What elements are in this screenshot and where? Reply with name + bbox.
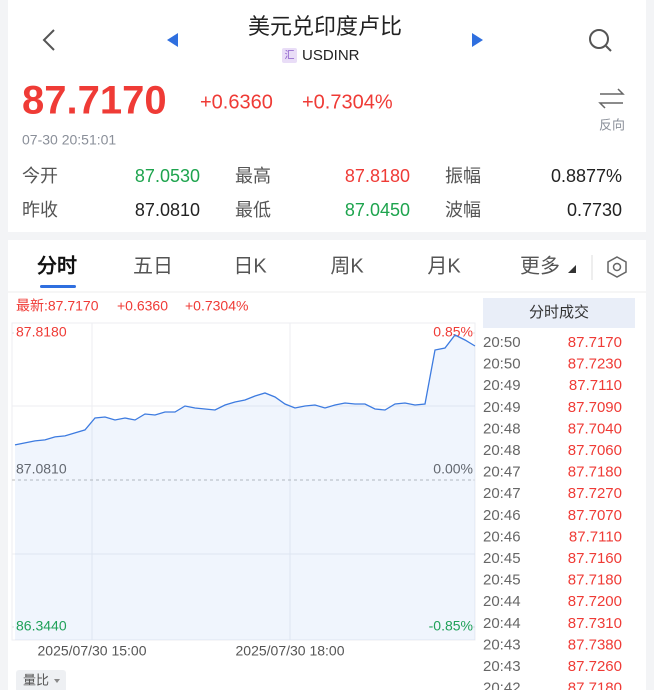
more-caret [568,265,576,273]
trade-time: 20:50 [483,356,521,373]
y-tick-label: 87.8180 [16,324,67,340]
trade-price: 87.7260 [568,658,622,675]
swap-button[interactable]: 反向 [598,88,625,132]
badge: 汇 [285,49,295,62]
stat-value: 87.0810 [135,200,200,220]
trade-time: 20:47 [483,464,521,481]
chart-info: 最新:87.7170 [16,298,99,314]
trade-price: 87.7110 [569,528,622,545]
stat-value: 87.8180 [345,166,410,186]
volume-label: 量比 [23,672,49,687]
trade-time: 20:43 [483,636,521,653]
prev-button[interactable] [167,33,178,47]
stat-value: 0.7730 [567,200,622,220]
trade-time: 20:50 [483,334,521,351]
stat-label: 振幅 [445,166,481,186]
change: +0.6360 [200,91,273,113]
back-button[interactable] [42,29,55,51]
trade-time: 20:49 [483,399,521,416]
x-label: 2025/07/30 15:00 [38,643,147,659]
stat-value: 0.8877% [551,166,622,186]
search-button[interactable] [589,29,612,52]
trades-header [483,298,635,328]
y-tick-label: 87.0810 [16,461,67,477]
tab[interactable]: 分时 [37,254,77,277]
trade-price: 87.7270 [568,485,622,502]
stat-label: 波幅 [445,200,481,220]
chart-info: +0.6360 [117,298,168,314]
stat-label: 最高 [235,166,271,186]
trade-time: 20:49 [483,377,521,394]
trades-title: 分时成交 [529,303,589,321]
swap-label: 反向 [599,117,625,132]
trade-price: 87.7180 [568,572,622,589]
stat-label: 最低 [235,200,271,220]
tab[interactable]: 月K [427,255,461,277]
line-area [15,335,475,640]
trade-time: 20:46 [483,528,521,545]
x-label: 2025/07/30 18:00 [236,643,345,659]
trade-time: 20:44 [483,593,521,610]
trade-price: 87.7090 [568,399,622,416]
price: 87.7170 [22,79,167,123]
trade-price: 87.7180 [568,680,622,690]
y2-tick-label: -0.85% [429,618,473,634]
settings-button[interactable] [607,256,627,278]
trade-time: 20:46 [483,507,521,524]
chart-info: +0.7304% [185,298,248,314]
quote-time: 07-30 20:51:01 [22,132,116,148]
trade-time: 20:48 [483,442,521,459]
title: 美元兑印度卢比 [248,14,402,39]
trade-time: 20:45 [483,572,521,589]
stat-value: 87.0530 [135,166,200,186]
next-button[interactable] [472,33,483,47]
trade-price: 87.7060 [568,442,622,459]
tab[interactable]: 五日 [133,255,173,277]
stat-value: 87.0450 [345,200,410,220]
y-tick-label: 86.3440 [16,618,67,634]
badge-bg [282,48,297,63]
symbol: USDINR [302,47,360,64]
trade-price: 87.7040 [568,420,622,437]
trade-price: 87.7230 [568,356,622,373]
tab[interactable]: 日K [233,255,267,277]
trade-time: 20:47 [483,485,521,502]
y2-tick-label: 0.85% [433,324,473,340]
trade-time: 20:43 [483,658,521,675]
tab[interactable]: 周K [330,255,364,277]
trade-time: 20:48 [483,420,521,437]
quote-card [8,0,646,232]
trade-price: 87.7070 [568,507,622,524]
trade-price: 87.7380 [568,636,622,653]
y2-tick-label: 0.00% [433,461,473,477]
trade-price: 87.7170 [568,334,622,351]
trade-price: 87.7180 [568,464,622,481]
trade-price: 87.7160 [568,550,622,567]
trade-time: 20:44 [483,615,521,632]
volume-button[interactable]: 量比 [16,670,66,690]
tab-underline [40,285,76,288]
trade-price: 87.7200 [568,593,622,610]
stat-label: 今开 [22,166,58,186]
trade-time: 20:45 [483,550,521,567]
stat-label: 昨收 [22,200,58,220]
tab[interactable]: 更多 [520,254,560,277]
change-pct: +0.7304% [302,91,393,113]
trade-time: 20:42 [483,680,521,690]
trade-price: 87.7310 [568,615,622,632]
price-line [14,334,476,446]
trade-price: 87.7110 [569,377,622,394]
chart-frame [11,322,476,641]
